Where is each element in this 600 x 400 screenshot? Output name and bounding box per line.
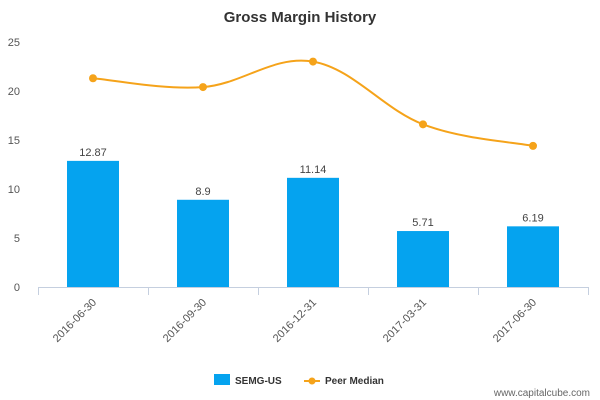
bar-data-label: 6.19 bbox=[522, 212, 543, 224]
bar-2016-12-31[interactable] bbox=[287, 177, 339, 287]
x-tick-label: 2016-12-31 bbox=[271, 297, 319, 345]
legend-label-peer-median: Peer Median bbox=[325, 376, 384, 387]
x-tick-label: 2017-06-30 bbox=[491, 297, 539, 345]
legend[interactable]: SEMG-US Peer Median bbox=[214, 374, 384, 387]
bar-2016-06-30[interactable] bbox=[67, 160, 119, 287]
peer-median-point-2016-06-30[interactable] bbox=[89, 74, 97, 83]
legend-item-semg[interactable]: SEMG-US bbox=[214, 374, 282, 387]
credit-text: www.capitalcube.com bbox=[493, 388, 590, 399]
data-labels: 12.87 8.9 11.14 5.71 6.19 bbox=[79, 147, 543, 229]
peer-median-point-2017-03-31[interactable] bbox=[419, 120, 427, 129]
legend-bar-swatch bbox=[214, 374, 230, 385]
legend-line-marker bbox=[308, 377, 316, 385]
bar-2016-09-30[interactable] bbox=[177, 199, 229, 287]
bar-data-label: 8.9 bbox=[195, 186, 210, 198]
bar-2017-06-30[interactable] bbox=[507, 226, 559, 287]
y-tick-label: 15 bbox=[8, 135, 20, 147]
peer-median-point-2016-12-31[interactable] bbox=[309, 57, 317, 66]
x-tick-label: 2016-06-30 bbox=[51, 297, 99, 345]
y-tick-label: 0 bbox=[14, 282, 20, 294]
bar-data-label: 5.71 bbox=[412, 217, 433, 229]
y-tick-label: 5 bbox=[14, 233, 20, 245]
x-axis-ticks: 2016-06-30 2016-09-30 2016-12-31 2017-03-31… bbox=[51, 297, 539, 345]
peer-median-line bbox=[92, 59, 534, 147]
legend-label-semg: SEMG-US bbox=[235, 376, 282, 387]
x-tick-label: 2016-09-30 bbox=[161, 297, 209, 345]
bar-data-label: 12.87 bbox=[79, 147, 107, 159]
y-tick-label: 25 bbox=[8, 37, 20, 49]
bar-data-label: 11.14 bbox=[300, 164, 327, 176]
axis-layer: 0 5 10 15 20 25 bbox=[8, 37, 589, 295]
peer-median-point-2016-09-30[interactable] bbox=[199, 83, 207, 92]
bar-series bbox=[67, 160, 559, 287]
y-tick-label: 20 bbox=[8, 86, 20, 98]
peer-median-point-2017-06-30[interactable] bbox=[529, 141, 537, 150]
y-tick-label: 10 bbox=[8, 184, 20, 196]
peer-median-series bbox=[89, 57, 537, 150]
chart-title: Gross Margin History bbox=[224, 9, 377, 26]
bar-2017-03-31[interactable] bbox=[397, 231, 449, 287]
x-tick-label: 2017-03-31 bbox=[381, 297, 429, 345]
legend-item-peer-median[interactable]: Peer Median bbox=[304, 376, 384, 387]
